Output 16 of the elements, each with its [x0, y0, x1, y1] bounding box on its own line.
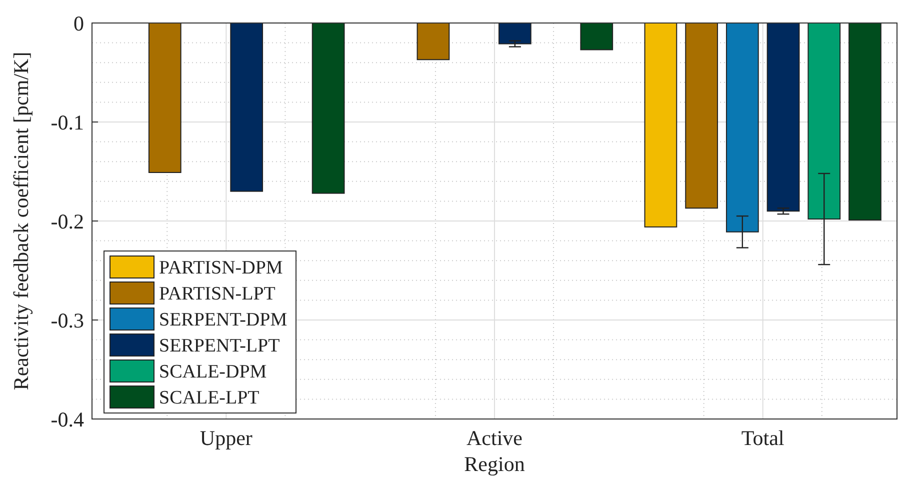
legend-label: SERPENT-LPT	[159, 336, 280, 357]
legend-label: PARTISN-DPM	[159, 258, 283, 279]
y-tick-label: -0.1	[50, 110, 84, 134]
legend-label: SCALE-DPM	[159, 362, 267, 383]
y-tick-label: -0.4	[50, 407, 84, 432]
x-tick-label: Active	[466, 426, 522, 450]
y-tick-label: 0	[74, 11, 84, 36]
x-axis-title: Region	[464, 452, 526, 476]
y-tick-label: -0.3	[50, 308, 84, 332]
y-tick-label: -0.2	[50, 209, 84, 234]
legend-label: SCALE-LPT	[159, 388, 260, 409]
legend-label: SERPENT-DPM	[159, 310, 288, 331]
y-axis-title: Reactivity feedback coefficient [pcm/K]	[9, 52, 33, 390]
x-tick-label: Total	[741, 426, 784, 450]
legend-label: PARTISN-LPT	[159, 284, 276, 305]
x-tick-label: Upper	[200, 426, 252, 450]
